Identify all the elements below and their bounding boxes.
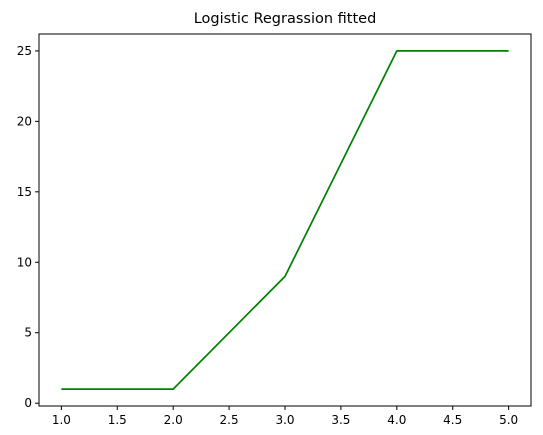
x-tick-label: 1.5: [108, 413, 127, 427]
plot-frame: [38, 33, 532, 407]
x-tick-label: 3.0: [275, 413, 294, 427]
y-tick-label: 15: [17, 185, 32, 199]
x-tick-label: 5.0: [499, 413, 518, 427]
chart-title: Logistic Regrassion fitted: [194, 11, 377, 27]
y-axis: 0 5 10 15 20 25: [17, 44, 39, 410]
y-tick-label: 10: [17, 255, 32, 269]
x-tick-label: 2.0: [164, 413, 183, 427]
y-tick-label: 20: [17, 114, 32, 128]
y-tick-label: 5: [24, 326, 32, 340]
series-layer: [61, 50, 509, 390]
y-tick-label: 0: [24, 396, 32, 410]
plot-area: 1.0 1.5 2.0 2.5 3.0 3.5 4.0 4.5 5.0 0 5 10 15 20 25: [17, 33, 532, 427]
series-line: [61, 50, 509, 390]
x-tick-label: 4.5: [443, 413, 462, 427]
y-tick-label: 25: [17, 44, 32, 58]
x-tick-label: 3.5: [331, 413, 350, 427]
x-tick-label: 4.0: [387, 413, 406, 427]
x-tick-label: 2.5: [220, 413, 239, 427]
x-tick-label: 1.0: [52, 413, 71, 427]
x-axis: 1.0 1.5 2.0 2.5 3.0 3.5 4.0 4.5 5.0: [52, 406, 518, 427]
